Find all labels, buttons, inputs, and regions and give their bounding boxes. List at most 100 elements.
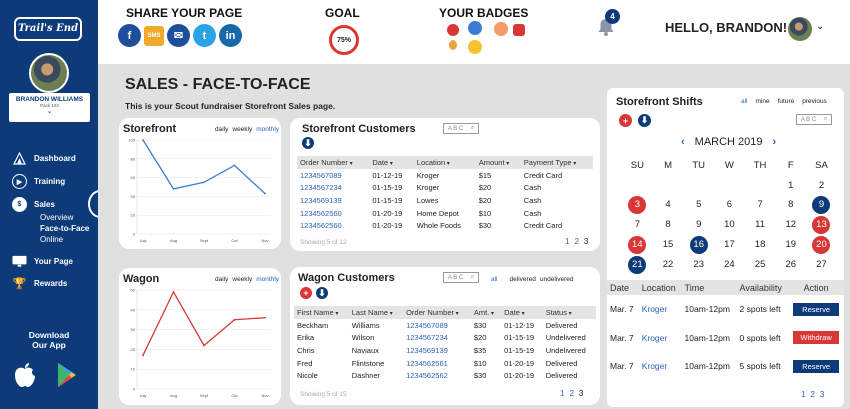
location-link[interactable]: Kroger: [641, 304, 668, 315]
badge-icon[interactable]: [447, 24, 459, 36]
grid-view-icon[interactable]: A B C ⌕: [796, 114, 832, 125]
withdraw-button[interactable]: Withdraw: [793, 331, 840, 345]
table-row[interactable]: 1234569139 01-15-19 Lowes $20 Cash: [297, 194, 593, 207]
calendar-day-cell[interactable]: 21: [622, 255, 653, 274]
filter-previous[interactable]: previous: [802, 98, 827, 105]
sidebar-item-sales[interactable]: $ Sales: [12, 197, 55, 212]
chevron-down-icon[interactable]: ▾: [566, 311, 572, 317]
page-2[interactable]: 2: [569, 389, 574, 398]
order-number-link[interactable]: 1234562560: [300, 208, 342, 218]
data-point[interactable]: [264, 192, 266, 195]
order-number-link[interactable]: 1234567089: [406, 320, 448, 330]
star-badge-icon[interactable]: [468, 40, 482, 54]
chevron-down-icon[interactable]: ▾: [388, 161, 393, 167]
data-point[interactable]: [203, 181, 205, 184]
tab-weekly[interactable]: weekly: [232, 126, 253, 133]
calendar-day-cell[interactable]: 8: [775, 196, 806, 214]
table-row[interactable]: 1234562560 01-20-19 Home Depot $10 Cash: [297, 207, 593, 220]
page-1[interactable]: 1: [565, 237, 570, 246]
order-number-link[interactable]: 1234562562: [406, 371, 448, 381]
calendar-day-cell[interactable]: 4: [653, 196, 684, 214]
trails-end-logo[interactable]: Trail's End: [14, 17, 82, 41]
chevron-down-icon[interactable]: ▾: [333, 311, 339, 317]
sun-badge-icon[interactable]: [494, 22, 508, 36]
calendar-day-cell[interactable]: 3: [622, 196, 653, 215]
data-point[interactable]: [172, 187, 175, 190]
column-header[interactable]: Location ▾: [413, 156, 476, 169]
chevron-left-icon[interactable]: ‹: [681, 136, 685, 148]
twitter-icon[interactable]: t: [193, 24, 216, 47]
calendar-badge-icon[interactable]: [513, 24, 525, 36]
order-number-link[interactable]: 1234567234: [406, 333, 448, 343]
chevron-down-icon[interactable]: ▾: [388, 311, 393, 317]
order-number-link[interactable]: 1234567089: [300, 170, 342, 180]
calendar-day-cell[interactable]: 22: [653, 256, 684, 274]
data-point[interactable]: [203, 344, 205, 347]
page-2[interactable]: 2: [810, 390, 815, 399]
avatar[interactable]: [788, 17, 812, 41]
column-header[interactable]: Date ▾: [369, 156, 414, 169]
chevron-down-icon[interactable]: ▾: [445, 161, 450, 167]
tab-daily[interactable]: daily: [215, 126, 229, 133]
order-number-link[interactable]: 1234569139: [300, 195, 342, 205]
sidebar-sub-online[interactable]: Online: [40, 235, 64, 244]
calendar-day-cell[interactable]: 19: [775, 236, 806, 254]
sidebar-sub-overview[interactable]: Overview: [40, 213, 74, 222]
add-button[interactable]: +: [300, 287, 312, 299]
calendar-day-cell[interactable]: 9: [806, 196, 837, 215]
filter-all[interactable]: all: [491, 276, 498, 283]
data-point[interactable]: [264, 316, 266, 319]
chevron-down-icon[interactable]: ⌄: [816, 21, 825, 32]
grid-view-icon[interactable]: A B C ⌕: [443, 272, 479, 283]
data-point[interactable]: [142, 139, 144, 141]
order-number-link[interactable]: 1234562560: [300, 221, 342, 231]
linkedin-icon[interactable]: in: [219, 24, 242, 47]
page-1[interactable]: 1: [801, 390, 806, 399]
calendar-day-cell[interactable]: 23: [683, 256, 714, 274]
column-header[interactable]: Order Number ▾: [403, 306, 471, 319]
column-header[interactable]: First Name ▾: [294, 306, 349, 319]
sidebar-item-training[interactable]: ▶ Training: [12, 174, 65, 189]
column-header[interactable]: Status ▾: [542, 306, 596, 319]
calendar-day-cell[interactable]: 10: [714, 216, 745, 234]
data-point[interactable]: [233, 318, 236, 321]
location-link[interactable]: Kroger: [641, 332, 668, 343]
calendar-day-cell[interactable]: 7: [622, 216, 653, 234]
chevron-down-icon[interactable]: ▾: [454, 311, 459, 317]
reserve-button[interactable]: Reserve: [793, 359, 840, 373]
calendar-day-cell[interactable]: 8: [653, 216, 684, 234]
table-row[interactable]: Nicole Dashner 1234562562 $30 01-20-19 Delive…: [294, 369, 596, 382]
order-number-link[interactable]: 1234562561: [406, 358, 448, 368]
calendar-day-cell[interactable]: 1: [775, 177, 806, 195]
column-header[interactable]: Last Name ▾: [348, 306, 404, 319]
filter-future[interactable]: future: [777, 98, 795, 105]
apple-icon[interactable]: [14, 362, 36, 394]
add-shift-button[interactable]: +: [619, 114, 632, 127]
facebook-icon[interactable]: f: [118, 24, 141, 47]
data-point[interactable]: [233, 164, 236, 167]
calendar-day-cell[interactable]: 6: [714, 196, 745, 214]
chevron-down-icon[interactable]: ▾: [571, 161, 577, 167]
table-row[interactable]: 1234567234 01-15-19 Kroger $20 Cash: [297, 182, 593, 195]
chevron-down-icon[interactable]: ▾: [489, 311, 494, 317]
chevron-down-icon[interactable]: ⌄: [46, 108, 53, 115]
calendar-day-cell[interactable]: 25: [745, 256, 776, 274]
filter-undelivered[interactable]: undelivered: [539, 276, 574, 283]
table-row[interactable]: 1234567089 01-12-19 Kroger $15 Credit Card: [297, 169, 593, 182]
page-3[interactable]: 3: [578, 389, 584, 398]
chevron-down-icon[interactable]: ▾: [519, 311, 525, 317]
tab-daily[interactable]: daily: [215, 276, 229, 283]
calendar-day-cell[interactable]: 12: [775, 216, 806, 234]
page-3[interactable]: 3: [583, 237, 589, 246]
column-header[interactable]: Amount ▾: [475, 156, 521, 169]
sidebar-item-dashboard[interactable]: Dashboard: [12, 151, 76, 166]
calendar-day-cell[interactable]: 2: [806, 177, 837, 195]
filter-delivered[interactable]: delivered: [509, 276, 536, 283]
column-header[interactable]: Order Number ▾: [297, 156, 370, 169]
calendar-day-cell[interactable]: 24: [714, 256, 745, 274]
sidebar-item-rewards[interactable]: 🏆 Rewards: [12, 276, 68, 291]
table-row[interactable]: Erika Wilson 1234567234 $20 01-15-19 Undelive…: [294, 332, 596, 345]
calendar-day-cell[interactable]: 17: [714, 236, 745, 254]
calendar-day-cell[interactable]: 11: [745, 216, 776, 234]
column-header[interactable]: Amt. ▾: [470, 306, 502, 319]
